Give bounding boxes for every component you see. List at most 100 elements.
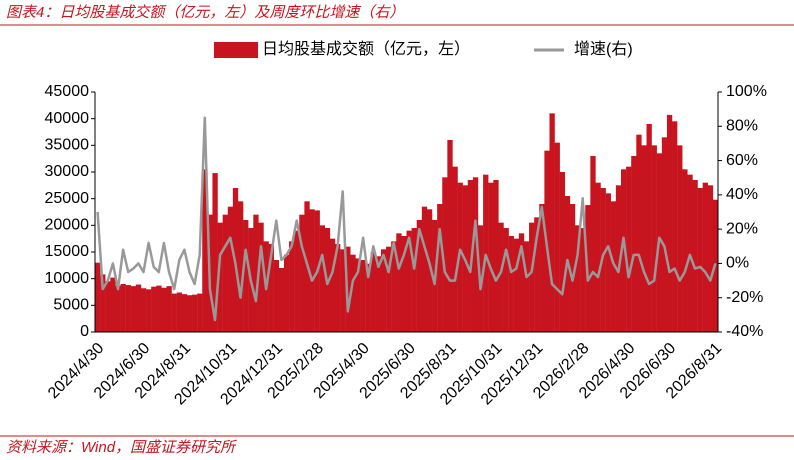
bar bbox=[197, 293, 203, 332]
bar bbox=[498, 222, 504, 332]
bar bbox=[278, 268, 285, 332]
chart-title: 图表4：日均股基成交额（亿元，左）及周度环比增速（右） bbox=[6, 4, 404, 21]
bar bbox=[615, 185, 622, 332]
bar bbox=[437, 204, 443, 332]
bar bbox=[508, 236, 514, 332]
bar bbox=[100, 274, 106, 332]
bar bbox=[319, 225, 325, 332]
bar bbox=[620, 169, 627, 332]
y-tick-label: 5000 bbox=[53, 297, 89, 314]
y-tick-label: 15000 bbox=[45, 243, 90, 260]
y-tick-label: 25000 bbox=[45, 190, 90, 207]
bar bbox=[161, 287, 167, 332]
y2-tick-label: 40% bbox=[726, 186, 758, 203]
bar bbox=[513, 238, 520, 332]
bar bbox=[212, 173, 218, 332]
bar bbox=[457, 182, 463, 332]
bar bbox=[217, 222, 223, 332]
bar bbox=[396, 233, 402, 332]
bar bbox=[329, 238, 336, 332]
y-tick-label: 20000 bbox=[45, 217, 90, 234]
bar bbox=[176, 292, 183, 332]
y2-tick-label: 60% bbox=[726, 152, 758, 169]
bar bbox=[391, 241, 397, 332]
bar bbox=[697, 188, 703, 332]
bar bbox=[421, 206, 428, 332]
bar bbox=[636, 134, 642, 332]
y2-tick-label: 0% bbox=[726, 255, 749, 272]
bar bbox=[335, 244, 341, 332]
bar bbox=[243, 220, 249, 332]
bar bbox=[140, 288, 147, 332]
bar bbox=[156, 285, 162, 332]
y-tick-label: 40000 bbox=[45, 110, 90, 127]
bar bbox=[309, 209, 315, 332]
bar bbox=[472, 177, 479, 332]
bar bbox=[452, 166, 458, 332]
bar bbox=[360, 260, 366, 332]
bar bbox=[569, 204, 576, 332]
bar bbox=[580, 228, 586, 332]
bar bbox=[95, 262, 101, 332]
y-tick-label: 30000 bbox=[45, 163, 90, 180]
bar bbox=[105, 281, 111, 332]
bar bbox=[672, 121, 678, 332]
bar bbox=[539, 204, 545, 332]
legend-label: 增速(右) bbox=[574, 40, 633, 58]
bar bbox=[135, 284, 142, 332]
bar bbox=[406, 230, 412, 332]
bar bbox=[365, 263, 371, 332]
bar bbox=[651, 145, 657, 332]
bar bbox=[171, 293, 177, 332]
legend-label: 日均股基成交额（亿元，左） bbox=[262, 40, 470, 58]
bar bbox=[401, 236, 407, 332]
bar bbox=[289, 241, 295, 332]
source-note: 资料来源：Wind，国盛证券研究所 bbox=[6, 439, 237, 456]
bar bbox=[641, 145, 647, 332]
bar bbox=[186, 295, 193, 332]
bar bbox=[370, 252, 377, 332]
y2-tick-label: -20% bbox=[726, 289, 763, 306]
bar bbox=[340, 249, 346, 332]
bar bbox=[529, 222, 535, 332]
bar bbox=[595, 182, 601, 332]
y-tick-label: 0 bbox=[80, 323, 89, 340]
y-tick-label: 45000 bbox=[45, 83, 90, 100]
y-tick-label: 35000 bbox=[45, 137, 90, 154]
bar bbox=[130, 286, 137, 332]
bar bbox=[181, 294, 188, 332]
bar bbox=[350, 254, 356, 332]
bar bbox=[554, 142, 560, 332]
bar bbox=[375, 256, 382, 332]
bar bbox=[146, 289, 152, 332]
bar bbox=[192, 294, 198, 332]
bar bbox=[503, 228, 509, 332]
bar bbox=[253, 214, 259, 332]
bar bbox=[666, 114, 673, 332]
bar bbox=[702, 182, 708, 332]
bar bbox=[493, 180, 499, 332]
bar bbox=[110, 277, 116, 332]
bar bbox=[631, 156, 637, 332]
bar bbox=[610, 201, 617, 332]
bar bbox=[518, 233, 525, 332]
bar bbox=[426, 209, 433, 332]
y2-tick-label: 20% bbox=[726, 220, 758, 237]
bar bbox=[411, 228, 417, 332]
y-tick-label: 10000 bbox=[45, 270, 90, 287]
bar bbox=[386, 246, 392, 332]
bar bbox=[559, 172, 566, 332]
bar bbox=[707, 185, 714, 332]
bar bbox=[488, 182, 494, 332]
bar bbox=[590, 156, 596, 332]
bar bbox=[687, 174, 693, 332]
bar bbox=[416, 220, 423, 332]
bar bbox=[166, 286, 172, 332]
bar bbox=[258, 222, 264, 332]
y2-tick-label: 100% bbox=[726, 83, 767, 100]
bar bbox=[626, 166, 632, 332]
bar bbox=[125, 285, 131, 332]
bar bbox=[549, 113, 555, 332]
bar bbox=[299, 214, 305, 332]
